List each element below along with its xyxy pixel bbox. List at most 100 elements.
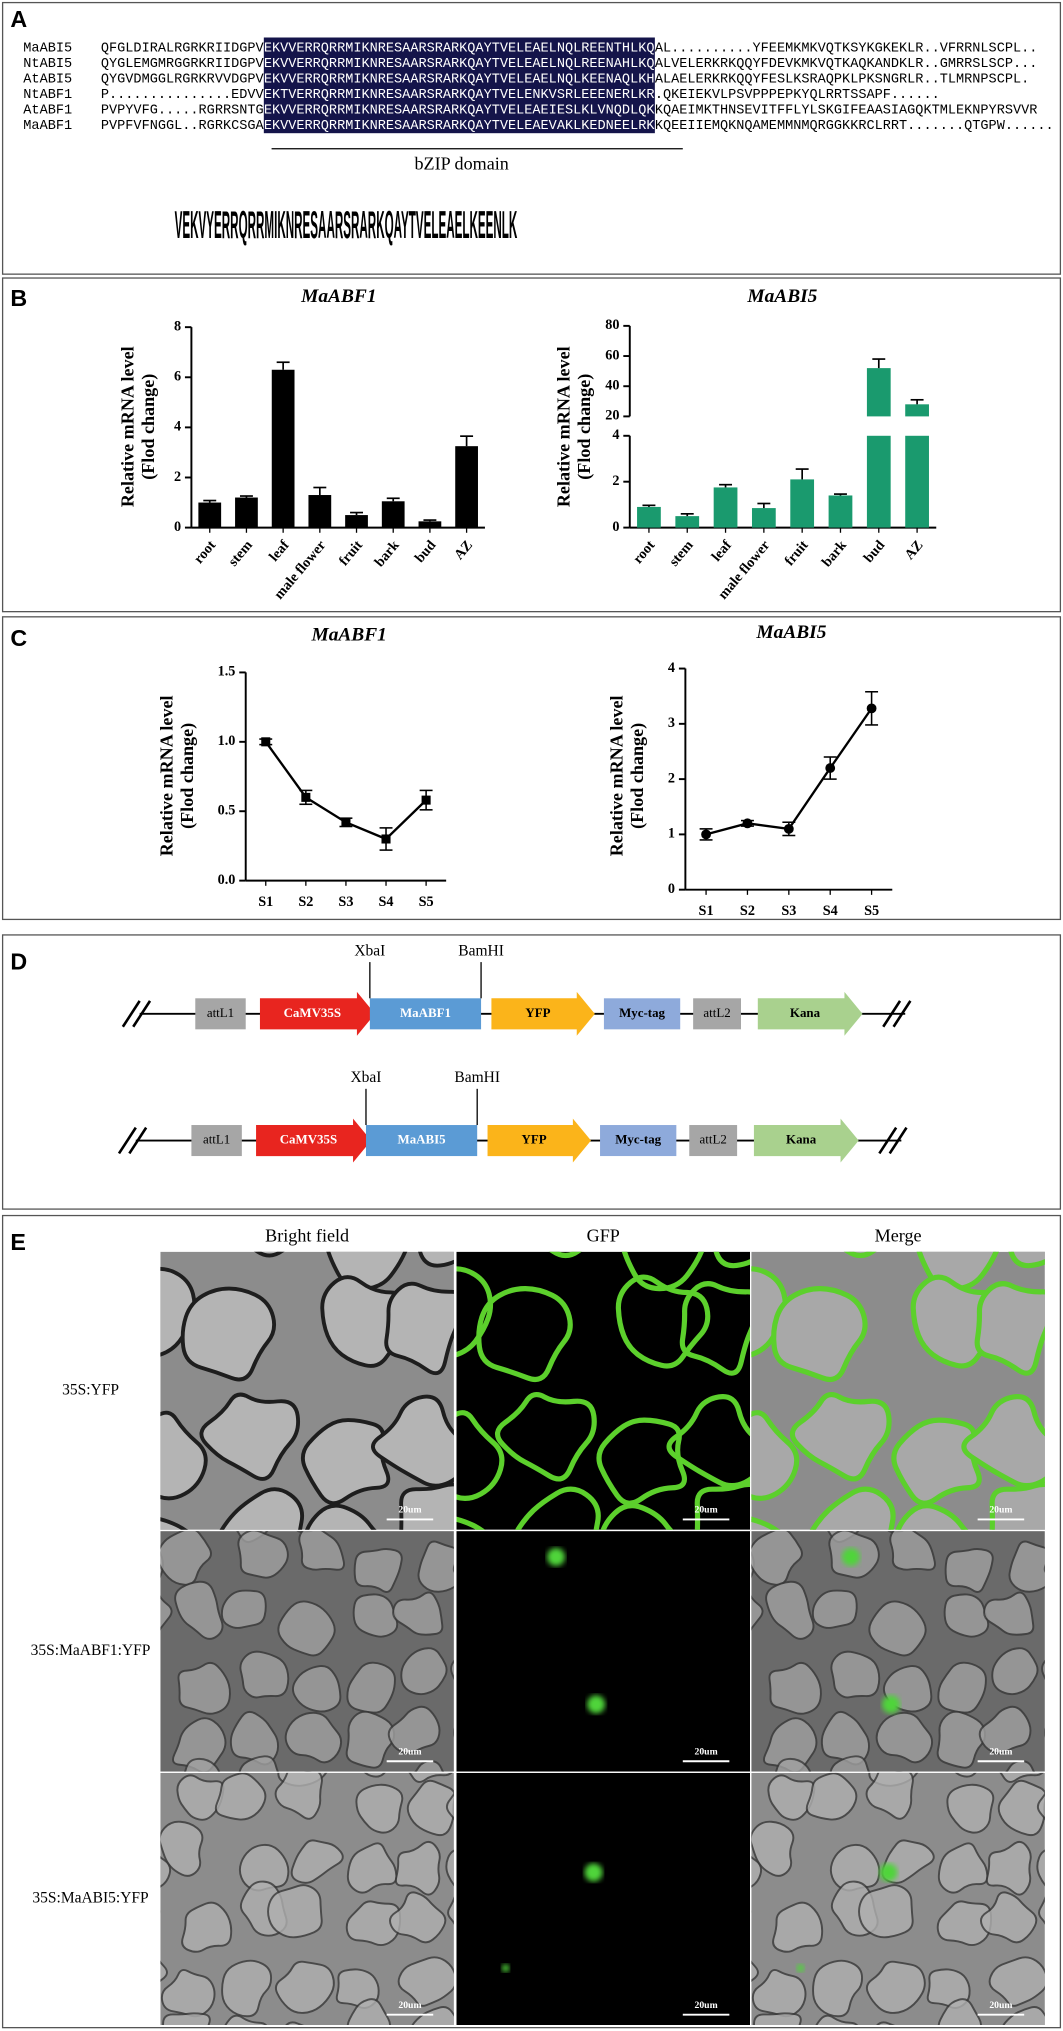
cell [946, 1783, 995, 1834]
cell [829, 1843, 881, 1892]
sequence-right: KQEEIIEMQKNQAMEMMNMQRGGKKRCLRRT.......QT… [655, 119, 1054, 134]
error-bar [460, 435, 474, 447]
box-element [369, 998, 482, 1030]
break-mark [878, 1126, 898, 1155]
micrograph [160, 1251, 454, 1530]
cell [267, 1884, 323, 1939]
error-bar [872, 358, 886, 369]
x-tick-label: AZ [902, 538, 927, 563]
sequence-core: EKVVERRQRRMIKNRESAARSRARKQAYTVELEAELNQLK… [264, 72, 655, 87]
y-axis-label: (Flod change) [574, 374, 595, 480]
cell [284, 1711, 343, 1764]
cell [830, 1650, 881, 1699]
cell [751, 1410, 800, 1501]
x-tick-label: stem [666, 537, 697, 569]
nucleus [501, 1964, 510, 1973]
cell [239, 1650, 290, 1699]
cell [876, 2021, 896, 2026]
cell [172, 1717, 227, 1772]
y-tick-label: 60 [605, 347, 619, 363]
cell [346, 1842, 398, 1894]
panel-label: B [10, 285, 27, 311]
cell [160, 1960, 168, 1982]
error-bar [795, 468, 809, 480]
row-label: 35S:MaABF1:YFP [31, 1642, 151, 1659]
cell [101, 2013, 154, 2031]
element-label: Myc-tag [615, 1132, 661, 1147]
column-label: GFP [587, 1226, 620, 1246]
cell [889, 1531, 936, 1571]
x-tick-label: AZ [451, 538, 476, 563]
micrograph [99, 1482, 454, 1772]
cell [160, 1551, 164, 1578]
break-mark [882, 1000, 902, 1028]
micrograph [456, 1251, 751, 1530]
arrow-element [259, 991, 376, 1036]
micrograph [456, 1772, 751, 2026]
error-bar [910, 398, 924, 405]
cell [99, 1482, 148, 1536]
cell [160, 1969, 216, 2018]
arrow-element [487, 1118, 591, 1163]
box-element [693, 998, 741, 1030]
cell [229, 1710, 280, 1766]
cell [238, 1843, 290, 1892]
cell [399, 1482, 454, 1530]
site-label: BamHI [454, 1069, 500, 1086]
cell [751, 1960, 759, 1982]
cell [768, 1662, 822, 1715]
sequence-left: PVPYVFG.....RGRRSNTG [101, 103, 264, 118]
sequence-core: EKVVERRQRRMIKNRESAARSRARKQAYTVELEAELNQLR… [264, 41, 655, 56]
nucleus [841, 1547, 860, 1566]
cell [983, 1591, 1035, 1636]
cell [789, 1392, 892, 1482]
sequence-name: AtABI5 [23, 72, 72, 87]
x-tick-label: S1 [258, 894, 273, 910]
cell [944, 1548, 994, 1593]
y-axis-label: (Flod change) [627, 723, 648, 829]
x-tick-label: leaf [709, 537, 736, 564]
column-label: Bright field [265, 1226, 349, 1246]
cell [160, 1517, 189, 1530]
bar [751, 508, 776, 528]
cell [772, 1901, 824, 1953]
bar [235, 497, 258, 528]
cell [936, 1710, 987, 1769]
x-tick-label: S3 [781, 903, 796, 919]
cell [456, 1410, 505, 1501]
y-tick-label: 4 [668, 660, 675, 676]
y-tick-label: 0 [612, 519, 619, 535]
bar [675, 516, 700, 528]
cell [392, 1591, 444, 1636]
bar [381, 501, 405, 528]
micrograph [101, 1772, 454, 2031]
cell [345, 1710, 396, 1769]
cell [180, 1286, 277, 1382]
cell [300, 1418, 391, 1506]
cell [387, 1705, 441, 1755]
cell [600, 1503, 674, 1530]
cell [371, 1394, 454, 1488]
element-label: attL1 [203, 1132, 230, 1147]
x-tick-label: bark [372, 537, 403, 570]
cell [1005, 1760, 1035, 1772]
bar-lower [905, 435, 929, 528]
error-bar [680, 512, 694, 517]
cell [980, 1891, 1038, 1944]
x-tick-label: stem [225, 537, 256, 569]
x-tick-label: bark [819, 537, 850, 570]
cell [751, 1856, 763, 1888]
bar [828, 495, 853, 528]
chart-title: MaABF1 [300, 286, 376, 307]
element-label: Myc-tag [619, 1005, 665, 1020]
element-label: MaABF1 [400, 1005, 451, 1020]
scale-bar-label: 20um [989, 1746, 1012, 1757]
cell [753, 2012, 802, 2026]
cell [184, 1757, 221, 1772]
x-tick-label: fruit [336, 537, 366, 569]
y-tick-label: 4 [612, 427, 619, 443]
x-tick-label: S2 [298, 894, 313, 910]
bar [271, 369, 295, 528]
cell [1036, 1792, 1045, 1821]
cell [937, 1661, 987, 1714]
